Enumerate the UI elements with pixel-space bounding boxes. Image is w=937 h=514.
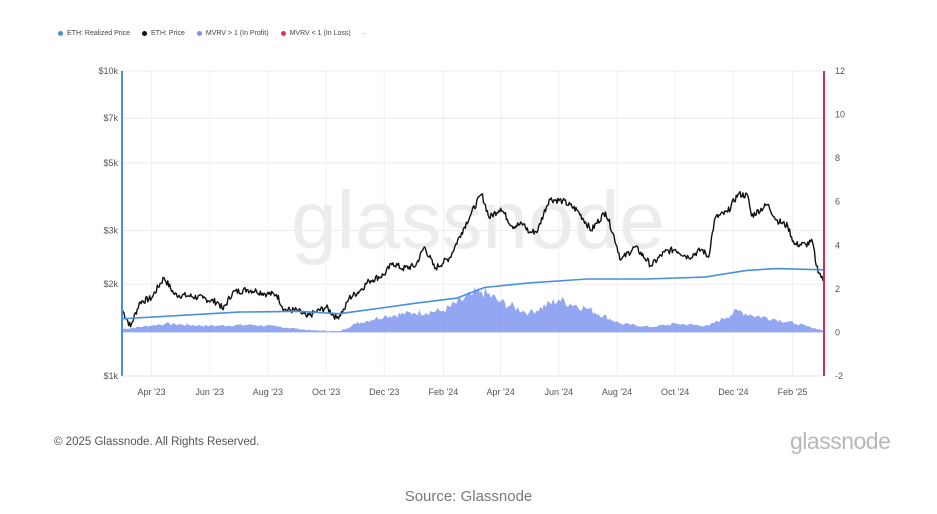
x-tick-label: Jun '24 [544,387,573,397]
y-right-tick-label: 8 [835,153,840,163]
realized-price-line [121,267,824,320]
mvrv-profit-area [122,286,823,333]
legend-item-mvrv-loss[interactable]: MVRV < 1 (In Loss) [280,30,351,37]
y-right-tick-label: 2 [835,284,840,294]
y-right-tick-label: 10 [835,110,845,120]
y-left-tick-label: $2k [103,279,118,289]
y-right-tick-label: 0 [835,327,840,337]
copyright-text: © 2025 Glassnode. All Rights Reserved. [54,436,260,448]
x-tick-label: Oct '23 [312,387,340,397]
y-left-tick-label: $3k [103,225,118,235]
mvrv-area-layer [122,286,823,333]
legend-label-realized-price: ETH: Realized Price [67,30,131,37]
legend-label-mvrv-loss: MVRV < 1 (In Loss) [289,30,351,37]
legend-more-toggle[interactable]: – [362,30,367,37]
legend-dot-realized-price [58,31,63,36]
source-caption: Source: Glassnode [404,488,533,505]
x-tick-label: Apr '24 [487,387,515,397]
legend-dot-mvrv-profit [196,31,202,36]
x-tick-label: Oct '24 [661,387,689,397]
legend-item-price[interactable]: ETH: Price [142,30,185,37]
x-tick-label: Feb '25 [778,387,808,397]
x-tick-label: Aug '23 [253,387,283,397]
y-right-tick-label: 6 [835,197,840,207]
x-tick-label: Dec '24 [718,387,748,397]
y-left-tick-label: $10k [98,66,118,76]
legend-dot-mvrv-loss [280,31,286,36]
legend-label-mvrv-profit: MVRV > 1 (In Profit) [205,30,269,37]
y-right-tick-label: 12 [835,66,845,76]
price-line [121,190,824,328]
x-tick-label: Apr '23 [137,387,165,397]
legend-item-realized-price[interactable]: ETH: Realized Price [58,30,130,37]
axes-layer: $1k $2k $3k $5k $7k $10k -2 0 2 4 6 8 10 12 Apr '23 Jun… [98,66,845,397]
x-tick-label: Feb '24 [429,387,459,397]
legend-dot-price [142,31,148,36]
watermark: glassnode [291,175,665,266]
brand-logo-text: glassnode [790,428,891,454]
legend-label-price: ETH: Price [151,30,185,37]
series-lines-layer [121,190,824,328]
y-right-tick-label: -2 [835,371,843,381]
legend-item-mvrv-profit[interactable]: MVRV > 1 (In Profit) [196,30,269,37]
x-tick-label: Aug '24 [602,387,632,397]
x-tick-label: Jun '23 [195,387,224,397]
y-left-tick-label: $5k [103,158,118,168]
y-left-tick-label: $1k [103,371,118,381]
x-tick-label: Dec '23 [369,387,399,397]
y-left-tick-label: $7k [103,113,118,123]
chart-svg: glassnode $1k $2k $3k $5k $7k $10k -2 0 2 4 6 8 10 12… [98,66,845,397]
chart-legend: ETH: Realized Price ETH: Price MVRV > 1 … [58,30,366,37]
y-right-tick-label: 4 [835,240,840,250]
